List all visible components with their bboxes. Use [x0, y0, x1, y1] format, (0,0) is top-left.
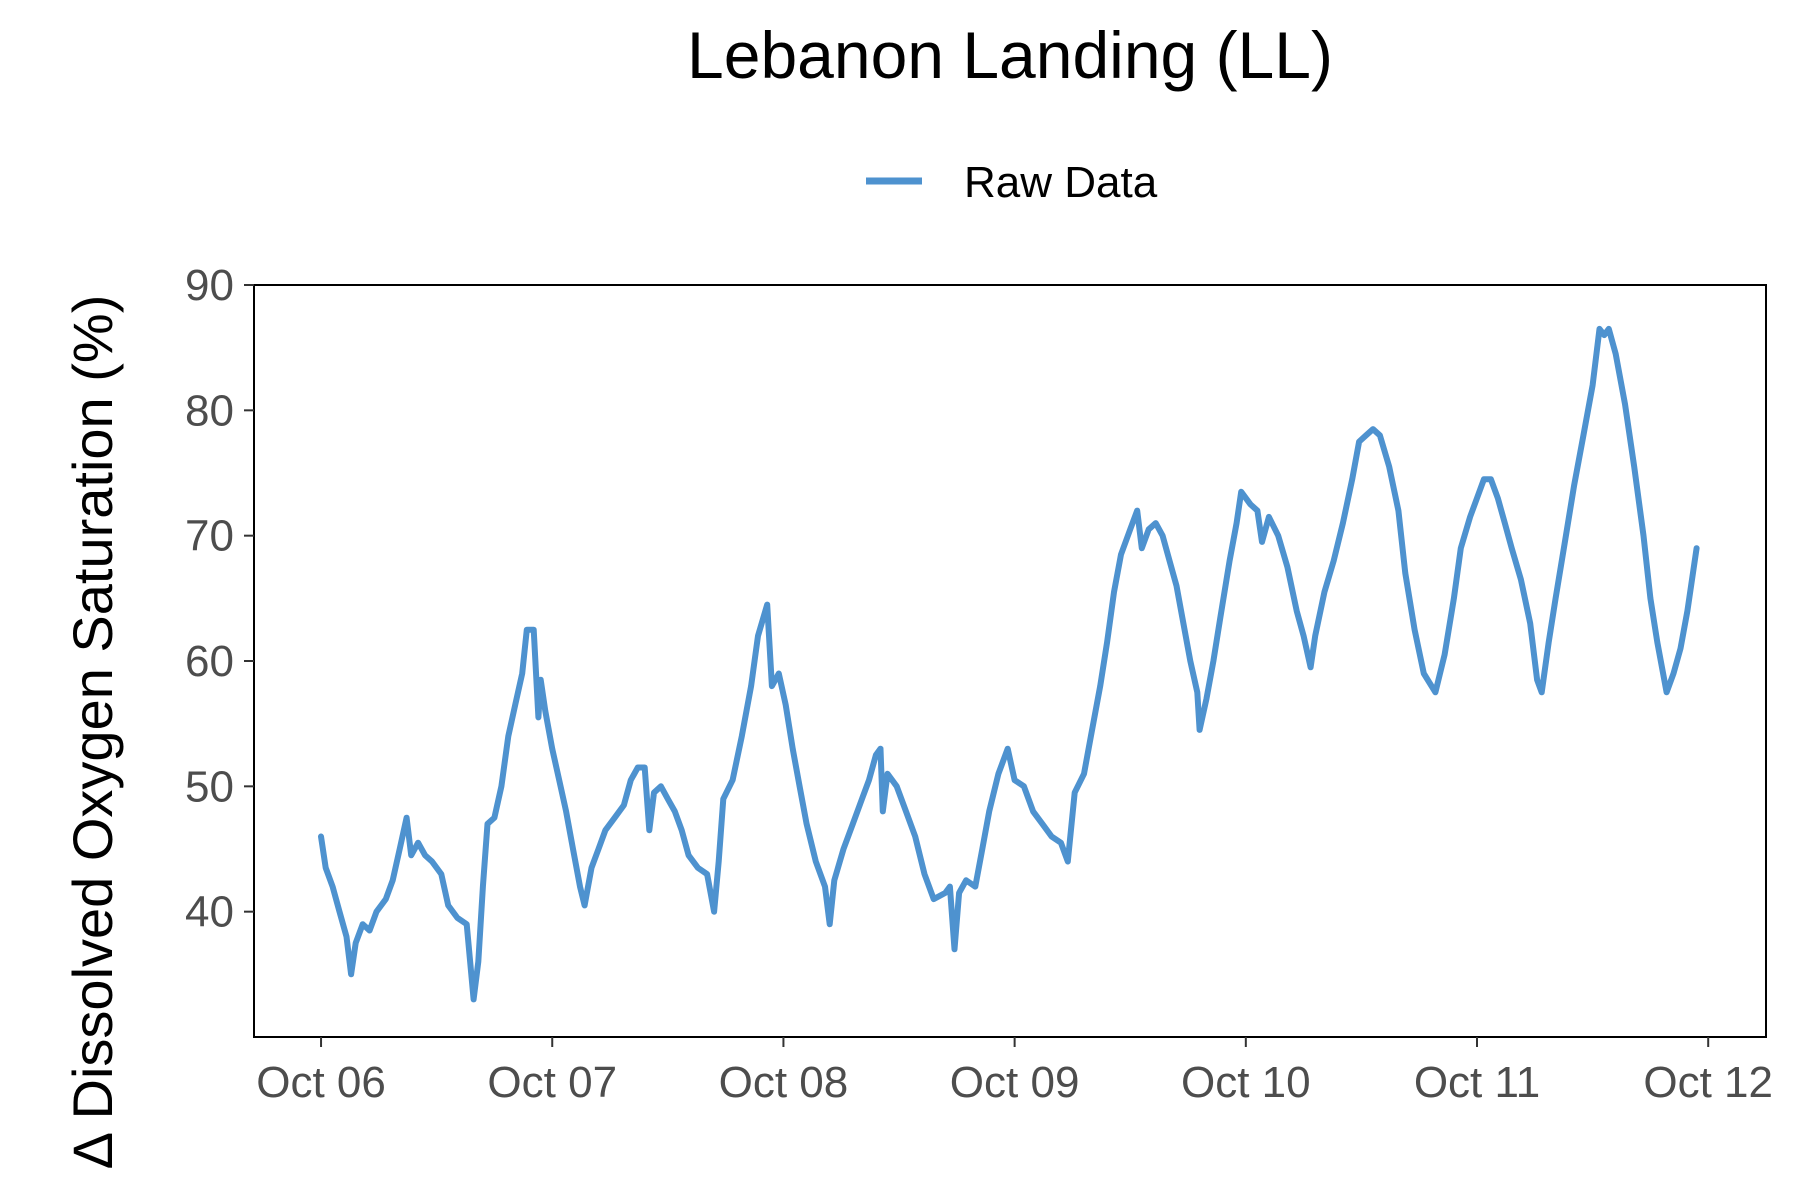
x-tick-label: Oct 12 — [1643, 1058, 1773, 1107]
y-tick-label: 90 — [185, 261, 234, 310]
series-layer — [318, 325, 1700, 1003]
y-tick-label: 80 — [185, 386, 234, 435]
x-tick-label: Oct 06 — [256, 1058, 386, 1107]
y-axis-title: Δ Dissolved Oxygen Saturation (%) — [61, 295, 124, 1170]
chart-title: Lebanon Landing (LL) — [687, 18, 1333, 92]
x-axis: Oct 06 Oct 07 Oct 08 Oct 09 Oct 10 Oct 11 Oct … — [256, 1037, 1773, 1107]
x-tick-label: Oct 09 — [950, 1058, 1080, 1107]
y-tick-label: 50 — [185, 762, 234, 811]
y-tick-label: 40 — [185, 888, 234, 937]
x-tick-label: Oct 11 — [1414, 1058, 1540, 1107]
series-line-raw-data — [318, 325, 1700, 1003]
legend: Raw Data — [866, 158, 1158, 207]
y-axis: 40 50 60 70 80 90 — [185, 261, 254, 937]
y-tick-label: 70 — [185, 512, 234, 561]
legend-label-raw-data: Raw Data — [964, 158, 1158, 207]
x-tick-label: Oct 10 — [1181, 1058, 1311, 1107]
x-tick-label: Oct 07 — [487, 1058, 617, 1107]
x-tick-label: Oct 08 — [719, 1058, 849, 1107]
y-tick-label: 60 — [185, 637, 234, 686]
